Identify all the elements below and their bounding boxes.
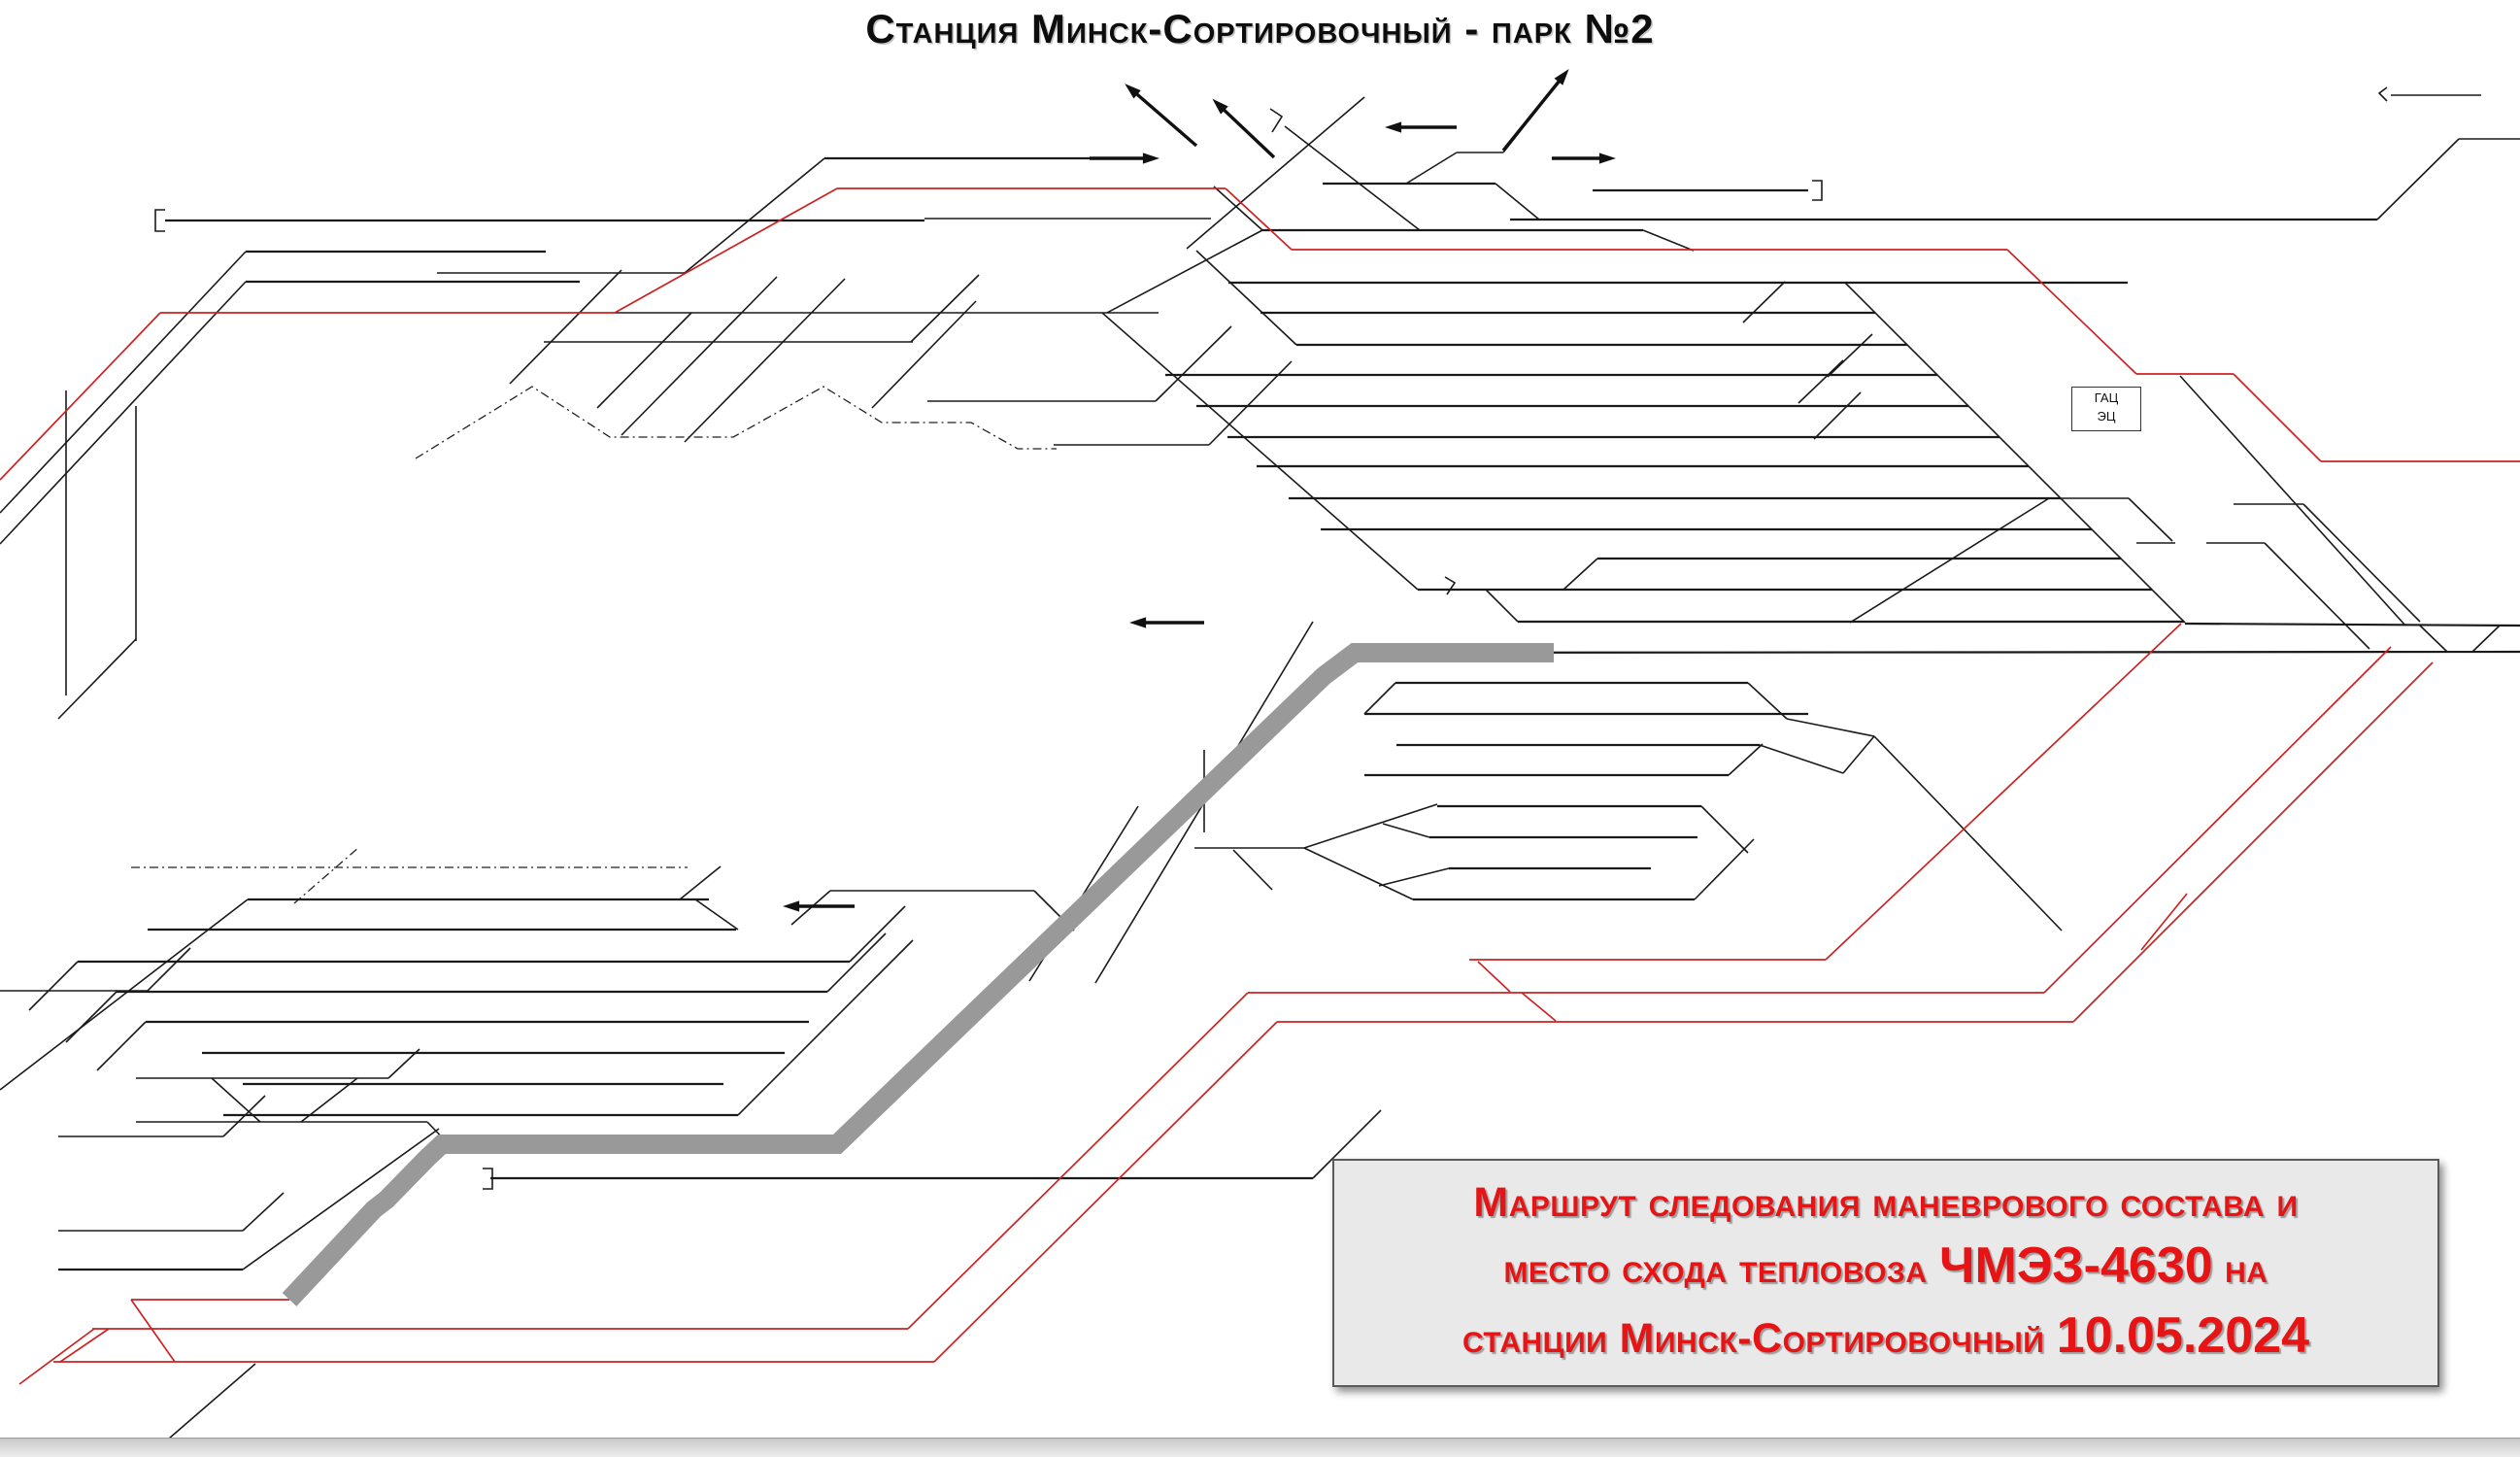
red-route (282, 643, 1554, 1306)
footer-band (0, 1438, 2520, 1457)
gac-ec-box: ГАЦ ЭЦ (2071, 387, 2141, 431)
annotation-box: Маршрут следования маневрового состава и… (1332, 1159, 2439, 1387)
annotation-line3: станции Минск-Сортировочный 10.05.2024 (1462, 1307, 2309, 1365)
gac-line2: ЭЦ (2097, 408, 2116, 424)
annotation-line2: место схода тепловоза ЧМЭЗ-4630 на (1503, 1237, 2268, 1295)
loco-number: ЧМЭЗ-4630 (1938, 1237, 2213, 1295)
gac-line1: ГАЦ (2094, 390, 2119, 405)
incident-date: 10.05.2024 (2056, 1307, 2309, 1365)
red-lines-layer (0, 187, 2520, 1385)
tracks-layer (0, 73, 2520, 1457)
misc-layer (783, 68, 1616, 912)
page-title: Станция Минск-Сортировочный - парк №2 (865, 6, 1655, 51)
annotation-line1: Маршрут следования маневрового состава и (1473, 1179, 2299, 1226)
